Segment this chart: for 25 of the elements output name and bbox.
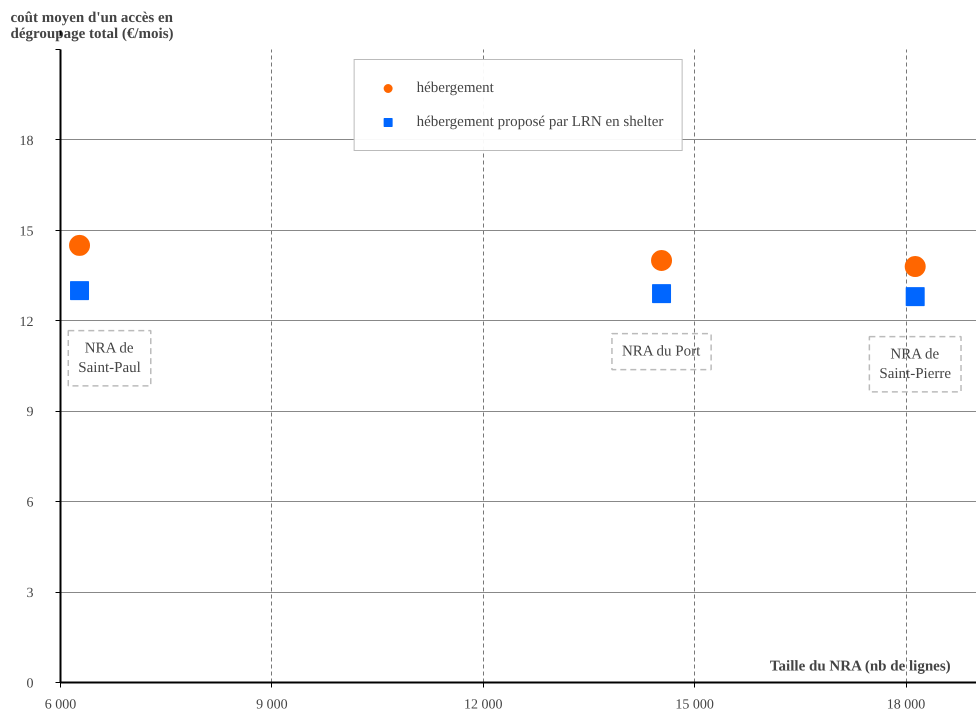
annotation: NRA du Port [622,344,702,360]
y-tick-label: 12 [20,314,34,330]
x-tick-label: 18 000 [886,698,926,712]
point [651,250,672,271]
point [69,234,90,256]
legend-label: hébergement proposé par LRN en shelter [416,114,664,130]
point [906,287,925,306]
y-tick-label: 18 [20,134,34,149]
x-tick-label: 9 000 [256,698,288,712]
y-tick-label: 6 [26,496,34,511]
y-tick-label: 9 [26,405,34,420]
y-tick-label: 3 [26,586,34,602]
annotation: NRA de Saint-Pierre [879,346,952,382]
point [70,281,90,300]
y-tick-label: 15 [20,224,34,240]
x-axis-title: Taille du NRA (nb de lignes) [770,658,951,674]
annotation: NRA de Saint-Paul [78,340,141,376]
legend-label: hébergement [416,80,494,96]
point [652,284,672,304]
y-tick-label: 0 [26,676,34,692]
x-tick-label: 15 000 [675,698,714,712]
x-tick-label: 6 000 [44,698,76,712]
x-tick-label: 12 000 [464,698,503,712]
point [904,256,926,278]
y-axis-title: coût moyen d'un accès en dégroupage total (€/mois) [10,10,174,42]
